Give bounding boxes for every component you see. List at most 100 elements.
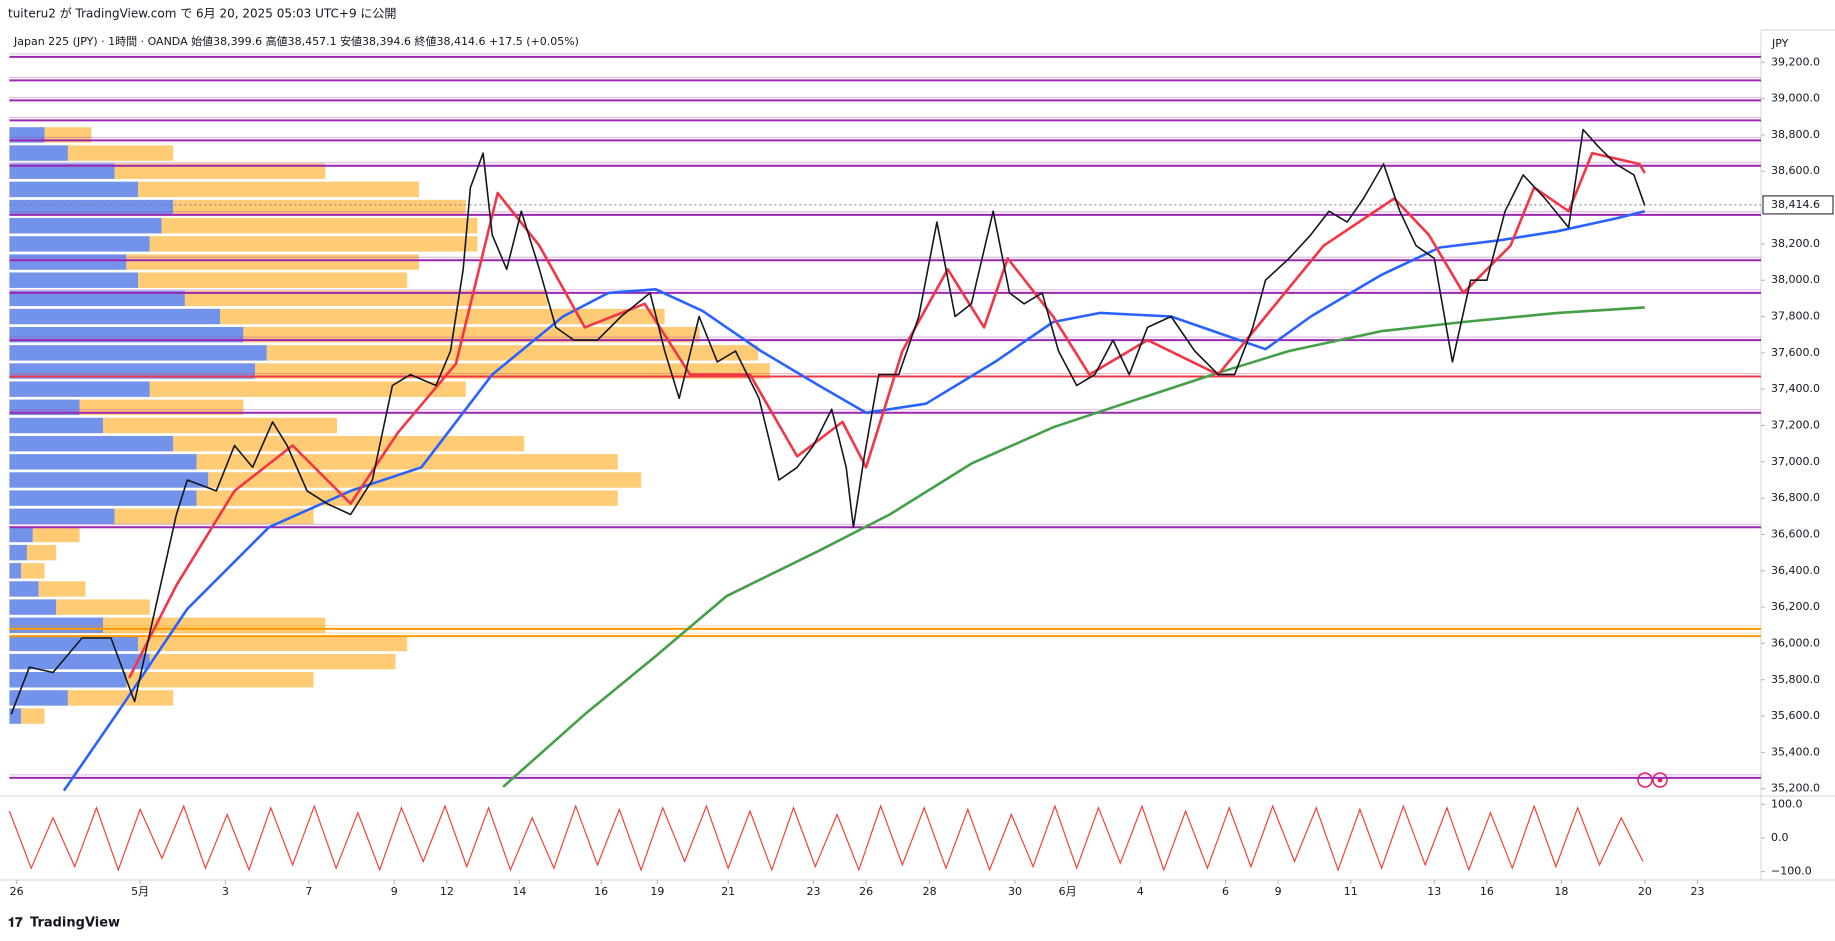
volume-up [9,672,127,688]
x-tick-label: 7 [305,885,312,898]
x-tick-label: 4 [1137,885,1144,898]
osc-tick-label: 0.0 [1771,831,1789,844]
publish-header: tuiteru2 が TradingView.com で 6月 20, 2025… [8,6,396,21]
x-tick-label: 30 [1008,885,1022,898]
volume-down [26,544,57,561]
volume-up [9,454,197,470]
volume-up [9,326,244,343]
volume-up [9,635,139,652]
icon [1637,772,1653,788]
volume-down [21,708,45,724]
volume-down [126,254,419,270]
y-tick-label: 35,800.0 [1771,673,1820,686]
y-tick-label: 39,200.0 [1771,55,1820,68]
x-tick-label: 9 [1275,885,1282,898]
volume-down [243,326,700,343]
y-tick-label: 36,800.0 [1771,491,1820,504]
x-tick-label: 9 [391,885,398,898]
volume-down [32,526,80,543]
x-tick-label: 26 [859,885,873,898]
volume-down [79,399,244,416]
volume-up [9,199,174,216]
x-tick-label: 20 [1638,885,1652,898]
volume-down [255,363,770,379]
y-tick-label: 35,200.0 [1771,782,1820,795]
y-tick-label: 38,800.0 [1771,128,1820,141]
y-tick-label: 37,400.0 [1771,382,1820,395]
volume-down [56,599,150,615]
volume-down [149,381,466,397]
volume-up [9,181,139,198]
y-tick-label: 35,600.0 [1771,709,1820,722]
price-line [128,151,1646,679]
volume-up [9,381,150,397]
volume-down [67,145,174,161]
volume-down [114,508,314,525]
volume-up [9,145,68,161]
logo-mark: 𝟏𝟕 [8,916,23,931]
x-tick-label: 6 [1222,885,1229,898]
volume-up [9,163,115,179]
volume-up [9,653,150,670]
volume-up [9,417,103,434]
y-tick-label: 36,400.0 [1771,564,1820,577]
volume-up [9,617,103,633]
y-tick-label: 37,800.0 [1771,310,1820,323]
volume-down [103,417,337,434]
x-tick-label: 21 [721,885,735,898]
volume-down [67,690,174,706]
volume-down [266,345,759,361]
x-tick-label: 12 [440,885,454,898]
x-tick-label: 18 [1554,885,1568,898]
x-tick-label: 23 [1690,885,1704,898]
y-tick-label: 37,200.0 [1771,419,1820,432]
volume-down [184,290,548,307]
volume-up [9,581,39,597]
volume-down [103,617,326,633]
volume-down [173,199,466,216]
volume-down [38,581,86,597]
icon [1652,772,1668,788]
price-line [10,128,1646,715]
y-tick-label: 36,000.0 [1771,636,1820,649]
symbol-legend: Japan 225 (JPY) · 1時間 · OANDA 始値38,399.6… [13,34,579,48]
y-tick-label: 38,600.0 [1771,164,1820,177]
volume-up [9,218,162,234]
volume-up [9,290,185,307]
currency-label: JPY [1771,37,1789,50]
volume-up [9,508,115,525]
volume-down [149,653,396,670]
volume-down [138,272,408,288]
x-tick-label: 16 [1480,885,1494,898]
volume-up [9,127,45,143]
volume-down [196,490,618,506]
volume-down [196,454,618,470]
x-tick-label: 14 [512,885,526,898]
x-tick-label: 26 [10,885,24,898]
volume-up [9,345,267,361]
volume-up [9,708,22,724]
x-tick-label: 6月 [1059,885,1077,898]
last-price-label: 38,414.6 [1771,198,1820,211]
volume-up [9,526,33,543]
y-tick-label: 37,600.0 [1771,346,1820,359]
volume-down [114,163,326,179]
volume-down [173,435,525,452]
x-tick-label: 23 [807,885,821,898]
x-tick-label: 3 [222,885,229,898]
volume-up [9,690,68,706]
volume-up [9,472,209,488]
y-tick-label: 39,000.0 [1771,92,1820,105]
volume-up [9,599,57,615]
volume-up [9,308,221,325]
y-tick-label: 36,600.0 [1771,527,1820,540]
oscillator-line [8,804,1644,872]
x-tick-label: 11 [1344,885,1358,898]
volume-up [9,236,150,252]
volume-down [21,563,45,579]
footer-logo: TradingView [30,916,120,931]
y-tick-label: 37,000.0 [1771,455,1820,468]
x-tick-label: 28 [923,885,937,898]
volume-up [9,272,139,288]
volume-up [9,254,127,270]
